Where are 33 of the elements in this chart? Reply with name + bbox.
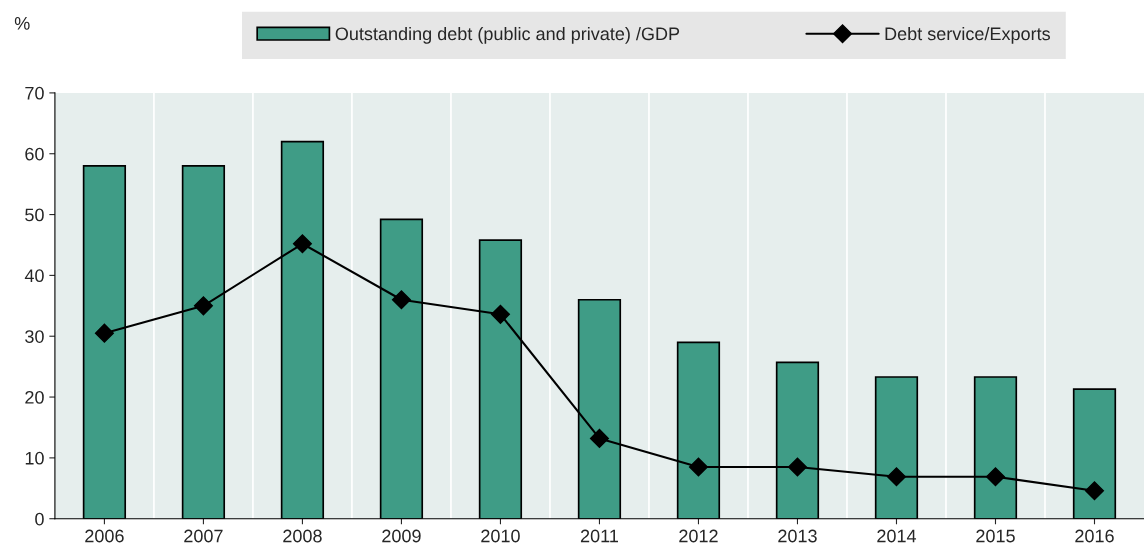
point	[193, 296, 213, 316]
y-tick-label: 20	[25, 390, 44, 404]
point	[985, 467, 1006, 487]
x-tick-label: 2008	[283, 529, 322, 543]
point	[490, 304, 510, 324]
x-tick-label: 2010	[481, 529, 520, 543]
y-tick-label: 50	[25, 208, 44, 222]
y-tick-label: 60	[25, 147, 44, 161]
legend-label: Debt service/Exports	[885, 26, 1050, 44]
y-tick-label: 0	[35, 512, 44, 526]
point	[94, 323, 114, 343]
x-tick-label: 2009	[382, 529, 421, 543]
point	[787, 457, 808, 477]
x-tick-label: 2015	[976, 529, 1015, 543]
y-tick-label: 10	[25, 451, 44, 465]
x-tick-label: 2013	[778, 529, 817, 543]
x-tick-label: 2006	[85, 529, 124, 543]
point	[886, 467, 907, 487]
point	[292, 234, 312, 254]
y-tick-label: 30	[25, 330, 44, 343]
point	[1084, 481, 1105, 501]
x-tick-label: 2014	[877, 529, 917, 543]
x-tick-label: 2011	[580, 529, 618, 543]
y-axis-title: %	[14, 17, 30, 30]
point	[391, 290, 411, 310]
legend-label: Outstanding debt (public and private) /GDP	[335, 26, 680, 44]
x-tick-label: 2012	[679, 529, 718, 543]
point	[688, 457, 708, 477]
y-tick-label: 70	[25, 86, 44, 100]
y-tick-label: 40	[24, 269, 44, 283]
point	[589, 428, 609, 448]
x-tick-label: 2007	[184, 529, 223, 543]
x-tick-label: 2016	[1075, 529, 1114, 543]
